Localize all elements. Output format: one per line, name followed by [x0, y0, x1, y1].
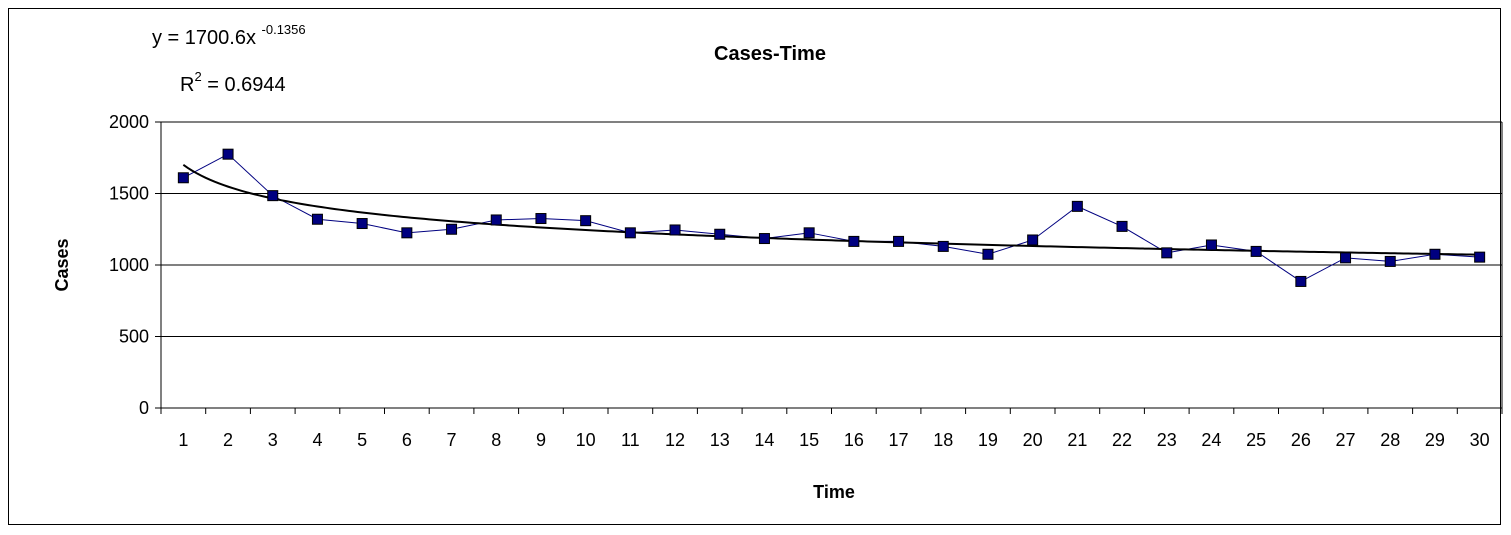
data-point-28	[1384, 255, 1396, 267]
data-point-10	[580, 215, 592, 227]
data-point-6	[401, 227, 413, 239]
trendline	[182, 163, 1480, 256]
series-cases	[183, 153, 1480, 283]
x-tick-label-27: 27	[1336, 430, 1356, 450]
data-point-14	[758, 233, 770, 245]
x-tick-label-21: 21	[1067, 430, 1087, 450]
data-point-1	[177, 172, 189, 184]
x-tick-label-10: 10	[576, 430, 596, 450]
x-tick-label-8: 8	[491, 430, 501, 450]
data-point-8	[490, 214, 502, 226]
y-tick-label-0: 0	[139, 398, 149, 418]
x-tick-label-18: 18	[933, 430, 953, 450]
y-tick-label-500: 500	[119, 327, 149, 347]
data-point-17	[893, 235, 905, 247]
data-point-16	[848, 235, 860, 247]
x-tick-label-4: 4	[312, 430, 322, 450]
data-point-4	[311, 213, 323, 225]
data-point-27	[1340, 252, 1352, 264]
data-point-26	[1295, 275, 1307, 287]
data-point-11	[624, 227, 636, 239]
series-markers	[177, 148, 1486, 287]
x-tick-label-24: 24	[1201, 430, 1221, 450]
x-tick-label-28: 28	[1380, 430, 1400, 450]
data-point-29	[1429, 248, 1441, 260]
series-line-cases	[183, 153, 1480, 283]
data-point-3	[267, 190, 279, 202]
x-tick-label-25: 25	[1246, 430, 1266, 450]
x-tick-label-20: 20	[1023, 430, 1043, 450]
data-point-24	[1205, 239, 1217, 251]
x-tick-label-13: 13	[710, 430, 730, 450]
data-point-30	[1474, 251, 1486, 263]
x-tick-label-1: 1	[178, 430, 188, 450]
gridlines	[161, 121, 1502, 337]
data-point-18	[937, 240, 949, 252]
x-tick-label-15: 15	[799, 430, 819, 450]
x-tick-label-30: 30	[1470, 430, 1490, 450]
data-point-13	[714, 228, 726, 240]
trendline-r-squared: R2 = 0.6944	[180, 69, 286, 96]
data-point-22	[1116, 220, 1128, 232]
x-tick-label-29: 29	[1425, 430, 1445, 450]
data-point-21	[1071, 200, 1083, 212]
y-tick-label-2000: 2000	[109, 112, 149, 132]
x-tick-label-16: 16	[844, 430, 864, 450]
x-tick-label-11: 11	[621, 430, 640, 450]
x-tick-label-12: 12	[665, 430, 685, 450]
x-tick-label-17: 17	[889, 430, 909, 450]
x-tick-label-26: 26	[1291, 430, 1311, 450]
chart-title: Cases-Time	[714, 43, 826, 65]
x-axis-title: Time	[813, 482, 855, 502]
data-point-7	[446, 223, 458, 235]
x-tick-label-22: 22	[1112, 430, 1132, 450]
y-tick-label-1500: 1500	[109, 184, 149, 204]
data-point-15	[803, 227, 815, 239]
x-tick-label-23: 23	[1157, 430, 1177, 450]
y-axis-title: Cases	[52, 238, 72, 291]
x-tick-label-2: 2	[223, 430, 233, 450]
data-point-12	[669, 224, 681, 236]
data-point-5	[356, 218, 368, 230]
data-point-20	[1027, 234, 1039, 246]
x-tick-label-9: 9	[536, 430, 546, 450]
data-point-19	[982, 248, 994, 260]
x-tick-label-7: 7	[447, 430, 457, 450]
data-point-23	[1161, 247, 1173, 259]
data-point-9	[535, 213, 547, 225]
trendline-equation: y = 1700.6x -0.1356	[152, 22, 306, 49]
x-tick-label-19: 19	[978, 430, 998, 450]
chart-frame	[8, 8, 1501, 525]
data-point-2	[222, 148, 234, 160]
trendline-equation-exponent: -0.1356	[262, 22, 306, 37]
x-tick-label-5: 5	[357, 430, 367, 450]
x-tick-label-6: 6	[402, 430, 412, 450]
x-tick-label-3: 3	[268, 430, 278, 450]
axes	[155, 121, 1503, 414]
trendline-equation-base: y = 1700.6x	[152, 27, 256, 49]
y-tick-label-1000: 1000	[109, 255, 149, 275]
trendline-power-curve	[182, 163, 1480, 256]
data-point-25	[1250, 245, 1262, 257]
x-tick-label-14: 14	[754, 430, 774, 450]
